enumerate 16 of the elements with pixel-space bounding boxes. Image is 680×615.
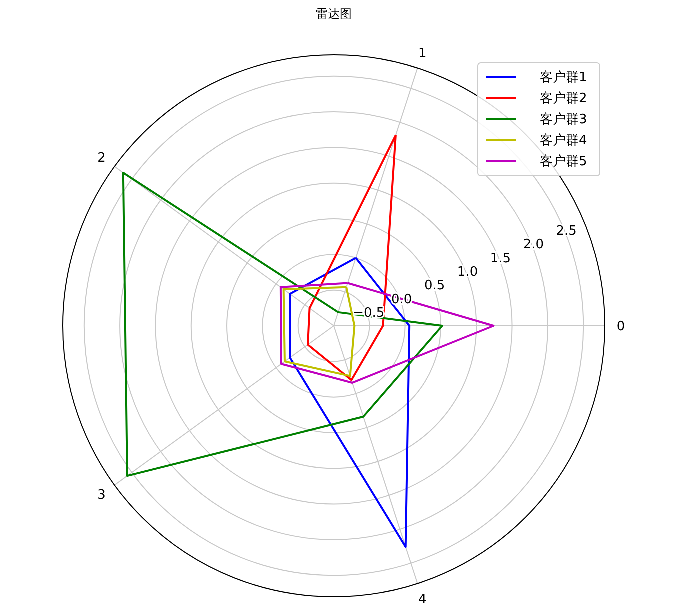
chart-title: 雷达图: [316, 7, 352, 21]
legend-label: 客户群1: [540, 70, 588, 86]
spoke-label: 0: [616, 320, 626, 335]
legend-label: 客户群4: [540, 132, 588, 149]
y-tick-label: 2.0: [523, 238, 544, 253]
y-tick-label: 2.5: [556, 224, 577, 240]
spoke-label: 3: [98, 488, 106, 504]
y-tick-label: 1.0: [457, 264, 478, 280]
legend-label: 客户群5: [540, 154, 588, 170]
y-tick-label: 1.5: [490, 251, 512, 266]
legend-label: 客户群2: [540, 90, 588, 107]
legend-label: 客户群3: [540, 112, 588, 128]
y-tick-label: 0.5: [424, 278, 446, 294]
spoke-label: 1: [418, 46, 427, 62]
spoke-label: 4: [418, 592, 427, 608]
spoke-label: 2: [98, 150, 106, 166]
